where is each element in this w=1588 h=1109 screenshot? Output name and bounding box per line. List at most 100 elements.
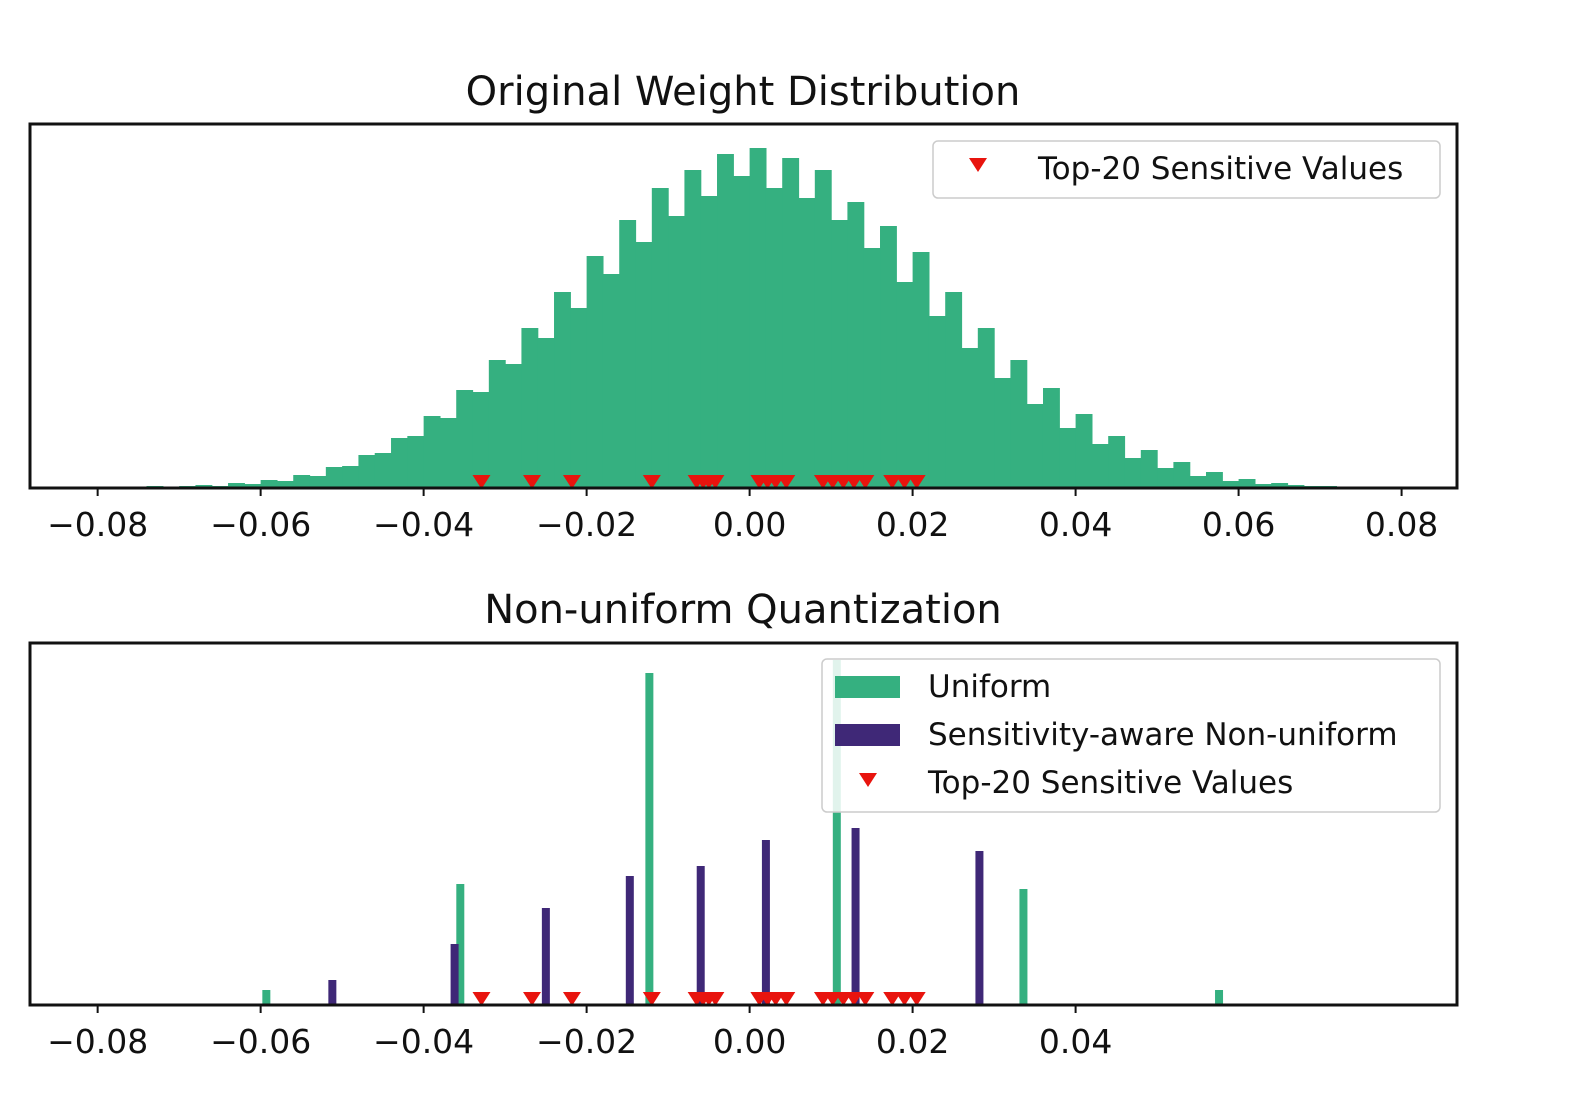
histogram-bin bbox=[896, 282, 914, 488]
bottom-bar-panel: Non-uniform Quantization Uniform Sensiti… bbox=[28, 587, 1459, 1061]
histogram-bin bbox=[847, 202, 865, 488]
histogram-bin bbox=[831, 220, 849, 488]
histogram-bin bbox=[456, 390, 474, 488]
histogram-bin bbox=[945, 292, 963, 488]
uniform-bar bbox=[1019, 889, 1028, 1005]
uniform-bar bbox=[456, 884, 465, 1005]
histogram-bin bbox=[619, 220, 637, 488]
histogram-bin bbox=[228, 483, 245, 488]
legend-label-sensitive: Top-20 Sensitive Values bbox=[927, 765, 1293, 801]
x-tick-label: −0.02 bbox=[536, 1022, 637, 1061]
histogram-bin bbox=[1254, 484, 1272, 488]
nonuniform-bar bbox=[625, 876, 634, 1005]
sensitive-value-marker bbox=[844, 992, 863, 1006]
histogram-bin bbox=[1075, 414, 1093, 488]
histogram-bin bbox=[700, 196, 718, 488]
x-tick-label: −0.08 bbox=[47, 505, 148, 544]
bottom-axes-frame bbox=[28, 641, 1459, 1007]
nonuniform-bar bbox=[851, 828, 860, 1005]
histogram-bin bbox=[537, 338, 555, 488]
histogram-bin bbox=[309, 476, 327, 488]
histogram-bin bbox=[668, 216, 686, 488]
x-tick-label: −0.08 bbox=[47, 1022, 148, 1061]
histogram-bin bbox=[651, 188, 669, 488]
x-tick-label: −0.04 bbox=[373, 1022, 474, 1061]
histogram-bin bbox=[635, 242, 653, 488]
histogram-bin bbox=[554, 292, 571, 488]
legend-triangle-icon bbox=[969, 158, 987, 172]
histogram-bin bbox=[407, 436, 425, 488]
sensitive-value-marker bbox=[642, 992, 661, 1006]
histogram-bin bbox=[1042, 388, 1060, 488]
sensitive-value-marker bbox=[523, 992, 542, 1006]
histogram-bin bbox=[928, 316, 946, 488]
histogram-bin bbox=[733, 176, 751, 488]
sensitive-value-marker bbox=[883, 475, 902, 489]
nonuniform-bar bbox=[761, 840, 770, 1005]
histogram-bin bbox=[1124, 458, 1142, 488]
sensitive-value-marker bbox=[777, 475, 796, 489]
histogram-bin bbox=[1059, 428, 1077, 488]
histogram-bin bbox=[1140, 450, 1158, 488]
sensitive-value-marker bbox=[706, 992, 725, 1006]
x-tick-label: 0.02 bbox=[876, 505, 949, 544]
histogram-bin bbox=[977, 328, 995, 488]
histogram-bin bbox=[276, 481, 294, 488]
x-tick-label: 0.06 bbox=[1202, 505, 1275, 544]
nonuniform-bar bbox=[328, 980, 337, 1005]
legend-triangle-icon bbox=[859, 773, 877, 787]
histogram-bin bbox=[1238, 479, 1256, 488]
histogram-bin bbox=[358, 455, 376, 488]
uniform-bar bbox=[262, 990, 271, 1005]
x-tick-label: 0.04 bbox=[1039, 1022, 1112, 1061]
top-axes-frame bbox=[28, 122, 1459, 490]
bottom-legend: Uniform Sensitivity-aware Non-uniform To… bbox=[821, 658, 1441, 813]
x-tick-label: 0.00 bbox=[713, 505, 786, 544]
histogram-bin bbox=[765, 188, 783, 488]
histogram-bin bbox=[472, 392, 490, 488]
histogram-bin bbox=[717, 154, 734, 488]
histogram-bin bbox=[260, 480, 278, 488]
legend-nonuniform-patch bbox=[835, 724, 900, 746]
nonuniform-bar bbox=[450, 944, 459, 1005]
top-chart-title: Original Weight Distribution bbox=[466, 69, 1021, 115]
histogram-bin bbox=[912, 252, 930, 488]
x-tick-label: −0.02 bbox=[536, 505, 637, 544]
sensitive-value-marker bbox=[642, 475, 661, 489]
histogram-bin bbox=[880, 226, 897, 488]
histogram-bin bbox=[994, 378, 1012, 488]
sensitive-value-marker bbox=[472, 475, 491, 489]
histogram-bin bbox=[602, 274, 620, 488]
histogram-bin bbox=[1271, 483, 1289, 488]
x-tick-label: 0.08 bbox=[1365, 505, 1438, 544]
uniform-bar bbox=[1215, 990, 1224, 1005]
sensitive-value-marker bbox=[895, 475, 914, 489]
bottom-chart-title: Non-uniform Quantization bbox=[484, 587, 1002, 633]
x-tick-label: 0.00 bbox=[713, 1022, 786, 1061]
sensitive-value-marker bbox=[844, 475, 863, 489]
sensitive-value-marker bbox=[706, 475, 725, 489]
x-tick-label: −0.06 bbox=[210, 1022, 311, 1061]
histogram-bin bbox=[1091, 444, 1109, 488]
histogram-bin bbox=[521, 328, 539, 488]
histogram-bin bbox=[1108, 436, 1126, 488]
histogram-bin bbox=[782, 158, 800, 488]
histogram-bin bbox=[1026, 404, 1044, 488]
nonuniform-bar bbox=[696, 866, 705, 1005]
histogram-bin bbox=[1010, 360, 1028, 488]
uniform-bar bbox=[832, 660, 841, 1005]
histogram-bin bbox=[342, 466, 360, 488]
sensitive-value-marker bbox=[472, 992, 491, 1006]
histogram-bin bbox=[749, 148, 767, 488]
histogram-bin bbox=[798, 198, 816, 488]
histogram-bin bbox=[1222, 481, 1240, 488]
x-tick-label: −0.06 bbox=[210, 505, 311, 544]
nonuniform-bar bbox=[541, 908, 550, 1005]
histogram-bin bbox=[863, 248, 881, 488]
sensitive-value-marker bbox=[856, 992, 875, 1006]
x-tick-label: −0.04 bbox=[373, 505, 474, 544]
histogram-bin bbox=[961, 348, 979, 488]
histogram-bin bbox=[586, 256, 604, 488]
sensitive-value-marker bbox=[777, 992, 796, 1006]
